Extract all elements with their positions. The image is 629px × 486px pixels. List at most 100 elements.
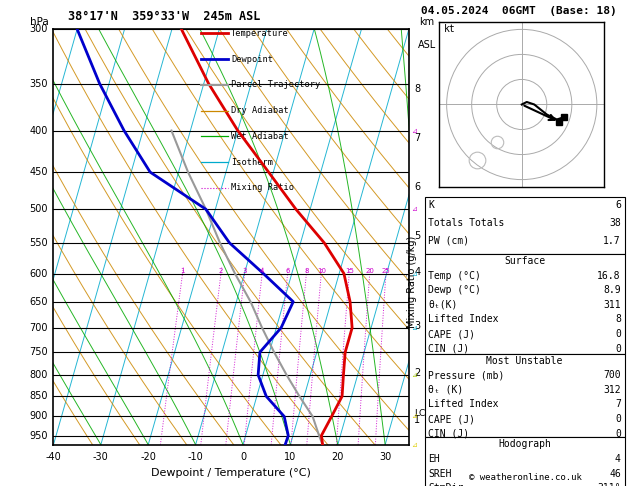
Text: Totals Totals: Totals Totals xyxy=(428,218,504,228)
Text: Mixing Ratio: Mixing Ratio xyxy=(231,183,294,192)
Text: θₜ(K): θₜ(K) xyxy=(428,300,458,310)
Text: 7: 7 xyxy=(414,133,420,142)
Text: ⊿: ⊿ xyxy=(411,414,417,419)
Text: -20: -20 xyxy=(140,452,156,462)
Text: kt: kt xyxy=(444,24,456,34)
Text: 2: 2 xyxy=(219,267,223,274)
Text: 3: 3 xyxy=(242,267,247,274)
Text: 8.9: 8.9 xyxy=(603,285,621,295)
Text: -40: -40 xyxy=(45,452,62,462)
Text: 38: 38 xyxy=(609,218,621,228)
Text: 0: 0 xyxy=(615,329,621,339)
Text: ⊿: ⊿ xyxy=(411,325,417,331)
Text: ⊿: ⊿ xyxy=(411,372,417,378)
Text: Most Unstable: Most Unstable xyxy=(486,356,563,366)
Text: 4: 4 xyxy=(615,454,621,464)
Text: 800: 800 xyxy=(30,370,48,380)
Text: 30: 30 xyxy=(379,452,391,462)
Text: km: km xyxy=(419,17,434,27)
Text: hPa: hPa xyxy=(30,17,49,27)
Text: EH: EH xyxy=(428,454,440,464)
Text: 0: 0 xyxy=(240,452,246,462)
Text: Lifted Index: Lifted Index xyxy=(428,314,499,325)
Text: Surface: Surface xyxy=(504,256,545,266)
Text: 350: 350 xyxy=(30,79,48,88)
Text: ⊿: ⊿ xyxy=(411,128,417,134)
Text: CAPE (J): CAPE (J) xyxy=(428,329,476,339)
Text: 6: 6 xyxy=(286,267,290,274)
Text: 1.7: 1.7 xyxy=(603,236,621,246)
Text: 300: 300 xyxy=(30,24,48,34)
Text: -30: -30 xyxy=(93,452,109,462)
Text: 10: 10 xyxy=(284,452,296,462)
Text: 6: 6 xyxy=(414,182,420,192)
Text: Hodograph: Hodograph xyxy=(498,439,551,450)
Text: Dewpoint / Temperature (°C): Dewpoint / Temperature (°C) xyxy=(151,468,311,478)
Text: K: K xyxy=(428,200,434,210)
Text: 20: 20 xyxy=(331,452,344,462)
Text: 8: 8 xyxy=(304,267,309,274)
Text: 400: 400 xyxy=(30,125,48,136)
Text: 4: 4 xyxy=(414,267,420,277)
Text: 550: 550 xyxy=(30,238,48,248)
Text: 450: 450 xyxy=(30,167,48,177)
Text: 311°: 311° xyxy=(598,483,621,486)
Text: 16.8: 16.8 xyxy=(598,271,621,281)
Text: 25: 25 xyxy=(382,267,391,274)
Text: 700: 700 xyxy=(30,323,48,333)
Text: Mixing Ratio (g/kg): Mixing Ratio (g/kg) xyxy=(407,236,417,328)
Text: 311: 311 xyxy=(603,300,621,310)
Text: © weatheronline.co.uk: © weatheronline.co.uk xyxy=(469,473,582,482)
Text: Pressure (mb): Pressure (mb) xyxy=(428,370,504,381)
Text: ASL: ASL xyxy=(418,39,436,50)
Text: Dewp (°C): Dewp (°C) xyxy=(428,285,481,295)
Text: 750: 750 xyxy=(30,347,48,357)
Text: 312: 312 xyxy=(603,385,621,395)
Text: 5: 5 xyxy=(414,231,420,242)
Text: 500: 500 xyxy=(30,204,48,214)
Text: 8: 8 xyxy=(414,84,420,93)
Text: Wet Adiabat: Wet Adiabat xyxy=(231,132,289,141)
Text: 950: 950 xyxy=(30,431,48,440)
Text: CIN (J): CIN (J) xyxy=(428,344,469,354)
Text: 04.05.2024  06GMT  (Base: 18): 04.05.2024 06GMT (Base: 18) xyxy=(421,6,616,16)
Text: 8: 8 xyxy=(615,314,621,325)
Text: 7: 7 xyxy=(615,399,621,410)
Text: 900: 900 xyxy=(30,412,48,421)
Text: ⊿: ⊿ xyxy=(411,271,417,277)
Text: 1: 1 xyxy=(181,267,185,274)
Text: 0: 0 xyxy=(615,429,621,439)
Text: Temperature: Temperature xyxy=(231,29,289,38)
Text: 700: 700 xyxy=(603,370,621,381)
Text: SREH: SREH xyxy=(428,469,452,479)
Text: Lifted Index: Lifted Index xyxy=(428,399,499,410)
Text: 6: 6 xyxy=(615,200,621,210)
Text: Isotherm: Isotherm xyxy=(231,157,273,167)
Text: CAPE (J): CAPE (J) xyxy=(428,414,476,424)
Text: 4: 4 xyxy=(260,267,264,274)
Text: ⊿: ⊿ xyxy=(411,442,417,448)
Text: LCL: LCL xyxy=(414,409,430,418)
Text: Parcel Trajectory: Parcel Trajectory xyxy=(231,80,320,89)
Text: 600: 600 xyxy=(30,269,48,278)
Text: 0: 0 xyxy=(615,414,621,424)
Text: 46: 46 xyxy=(609,469,621,479)
Text: Dry Adiabat: Dry Adiabat xyxy=(231,106,289,115)
Text: θₜ (K): θₜ (K) xyxy=(428,385,464,395)
Text: 10: 10 xyxy=(317,267,326,274)
Text: 20: 20 xyxy=(365,267,374,274)
Text: 3: 3 xyxy=(414,321,420,331)
Text: 650: 650 xyxy=(30,297,48,307)
Text: Dewpoint: Dewpoint xyxy=(231,54,273,64)
Text: -10: -10 xyxy=(187,452,204,462)
Text: 850: 850 xyxy=(30,391,48,401)
Text: 38°17'N  359°33'W  245m ASL: 38°17'N 359°33'W 245m ASL xyxy=(68,10,260,23)
Text: 2: 2 xyxy=(414,368,420,378)
Text: 15: 15 xyxy=(345,267,353,274)
Text: ⊿: ⊿ xyxy=(411,206,417,212)
Text: 1: 1 xyxy=(414,415,420,425)
Text: CIN (J): CIN (J) xyxy=(428,429,469,439)
Text: 0: 0 xyxy=(615,344,621,354)
Text: PW (cm): PW (cm) xyxy=(428,236,469,246)
Text: Temp (°C): Temp (°C) xyxy=(428,271,481,281)
